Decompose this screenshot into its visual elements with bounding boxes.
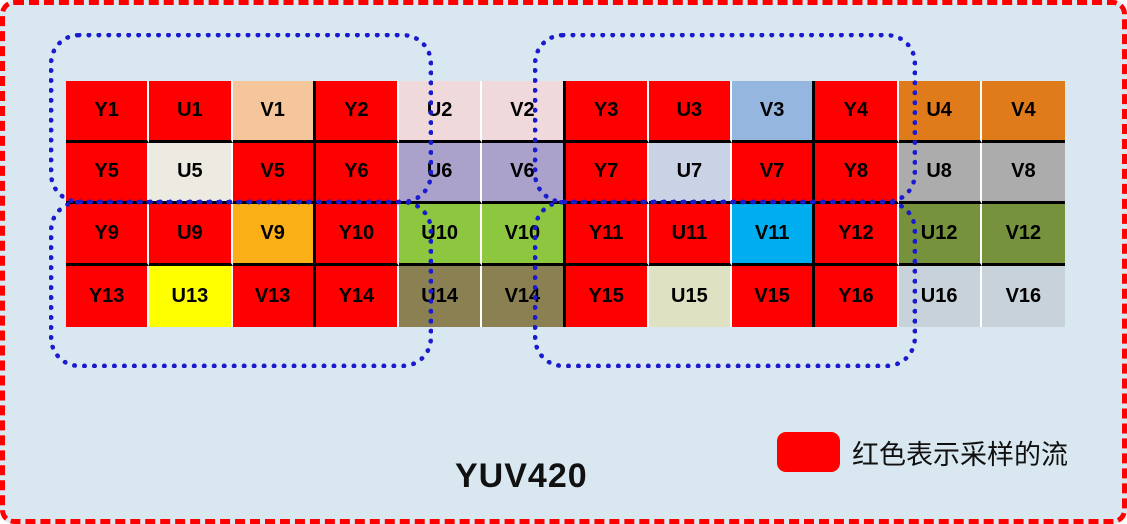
cell-Y15: Y15 <box>565 265 649 327</box>
cell-V3: V3 <box>732 81 816 143</box>
cell-U2: U2 <box>399 81 483 143</box>
cell-Y16: Y16 <box>815 265 899 327</box>
cell-V10: V10 <box>482 204 566 266</box>
cell-U4: U4 <box>898 81 982 143</box>
cell-U16: U16 <box>898 265 982 327</box>
cell-V8: V8 <box>981 142 1065 204</box>
cell-V11: V11 <box>732 204 816 266</box>
cell-Y5: Y5 <box>66 142 150 204</box>
cell-U9: U9 <box>149 204 233 266</box>
cell-Y9: Y9 <box>66 204 150 266</box>
cell-Y1: Y1 <box>66 81 150 143</box>
cell-Y14: Y14 <box>315 265 399 327</box>
legend-label: 红色表示采样的流 <box>852 439 1068 470</box>
cell-U12: U12 <box>898 204 982 266</box>
legend-red-swatch <box>777 432 840 472</box>
cell-V9: V9 <box>232 204 316 266</box>
cell-Y2: Y2 <box>315 81 399 143</box>
diagram-title: YUV420 <box>455 457 588 495</box>
cell-Y11: Y11 <box>565 204 649 266</box>
cell-U7: U7 <box>648 142 732 204</box>
cell-V16: V16 <box>981 265 1065 327</box>
cell-U10: U10 <box>399 204 483 266</box>
cell-Y4: Y4 <box>815 81 899 143</box>
cell-V14: V14 <box>482 265 566 327</box>
cell-V15: V15 <box>732 265 816 327</box>
cell-U8: U8 <box>898 142 982 204</box>
yuv-grid: Y1 U1 V1 Y2 U2 V2 Y3 U3 V3 Y4 U4 V4 Y5 U5 V5 Y6 U6 V6 Y7 U7… <box>66 81 1065 327</box>
cell-Y10: Y10 <box>315 204 399 266</box>
cell-V13: V13 <box>232 265 316 327</box>
cell-U15: U15 <box>648 265 732 327</box>
cell-V12: V12 <box>981 204 1065 266</box>
cell-U3: U3 <box>648 81 732 143</box>
cell-V6: V6 <box>482 142 566 204</box>
cell-U14: U14 <box>399 265 483 327</box>
cell-Y12: Y12 <box>815 204 899 266</box>
cell-V7: V7 <box>732 142 816 204</box>
cell-U1: U1 <box>149 81 233 143</box>
cell-U11: U11 <box>648 204 732 266</box>
cell-Y13: Y13 <box>66 265 150 327</box>
cell-V2: V2 <box>482 81 566 143</box>
cell-U6: U6 <box>399 142 483 204</box>
legend: 红色表示采样的流 <box>777 432 1068 472</box>
cell-V4: V4 <box>981 81 1065 143</box>
cell-U5: U5 <box>149 142 233 204</box>
cell-V5: V5 <box>232 142 316 204</box>
cell-Y7: Y7 <box>565 142 649 204</box>
cell-Y3: Y3 <box>565 81 649 143</box>
cell-U13: U13 <box>149 265 233 327</box>
cell-Y6: Y6 <box>315 142 399 204</box>
cell-Y8: Y8 <box>815 142 899 204</box>
cell-V1: V1 <box>232 81 316 143</box>
